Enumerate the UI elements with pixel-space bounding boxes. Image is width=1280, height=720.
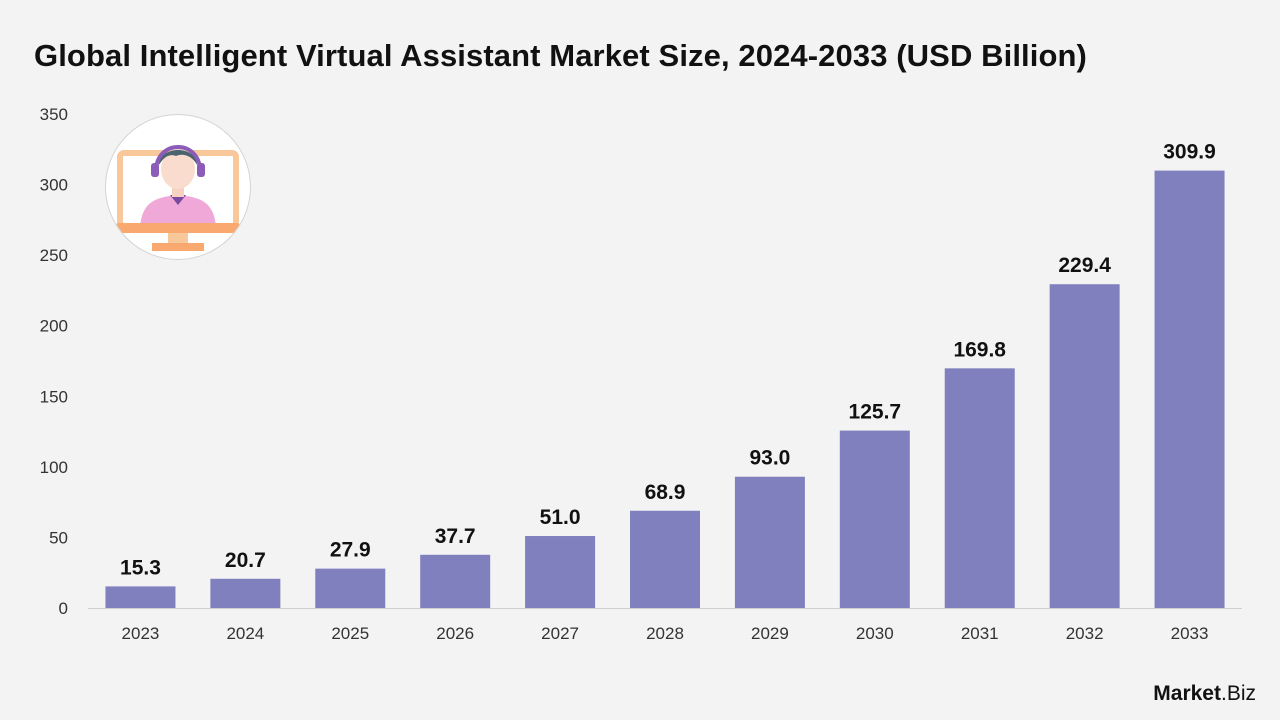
- bar-value-label: 68.9: [645, 481, 686, 504]
- bar-value-label: 51.0: [540, 506, 581, 529]
- bar: [944, 368, 1015, 608]
- bar: [1154, 170, 1225, 609]
- x-tick-label: 2029: [751, 624, 789, 643]
- brand-suffix: .Biz: [1220, 682, 1256, 705]
- brand-logo: Market.Biz: [1153, 682, 1256, 706]
- y-tick-label: 50: [49, 528, 68, 547]
- bar: [420, 554, 491, 608]
- y-tick-label: 250: [40, 246, 68, 265]
- x-tick-label: 2030: [856, 624, 894, 643]
- bar-value-label: 309.9: [1163, 141, 1216, 164]
- chart-title: Global Intelligent Virtual Assistant Mar…: [34, 38, 1087, 73]
- bar: [630, 510, 700, 608]
- bar: [315, 568, 386, 608]
- bar-value-label: 125.7: [849, 401, 902, 424]
- x-tick-label: 2023: [122, 624, 160, 643]
- virtual-assistant-avatar-icon: [105, 114, 251, 260]
- x-tick-label: 2028: [646, 624, 684, 643]
- x-tick-label: 2024: [226, 624, 264, 643]
- bar-value-label: 27.9: [330, 539, 371, 562]
- bar: [105, 586, 176, 608]
- y-tick-label: 100: [40, 458, 68, 477]
- bar-value-label: 229.4: [1058, 254, 1111, 277]
- brand-name: Market: [1153, 682, 1221, 705]
- bar: [210, 578, 281, 608]
- x-tick-label: 2027: [541, 624, 579, 643]
- bar-value-label: 169.8: [953, 338, 1006, 361]
- y-tick-label: 0: [59, 599, 68, 618]
- bar-value-label: 20.7: [225, 549, 266, 572]
- x-tick-label: 2031: [961, 624, 999, 643]
- bar-value-label: 15.3: [120, 556, 161, 579]
- y-tick-label: 200: [40, 317, 68, 336]
- bar-value-label: 37.7: [435, 525, 476, 548]
- bar: [1049, 284, 1120, 608]
- bar-value-label: 93.0: [749, 447, 790, 470]
- x-tick-label: 2033: [1171, 624, 1209, 643]
- bar: [734, 476, 805, 608]
- y-tick-label: 350: [40, 105, 68, 124]
- bar: [525, 536, 596, 608]
- bar: [839, 430, 910, 608]
- y-tick-label: 150: [40, 387, 68, 406]
- y-tick-label: 300: [40, 176, 68, 195]
- x-tick-label: 2026: [436, 624, 474, 643]
- x-tick-label: 2025: [331, 624, 369, 643]
- x-tick-label: 2032: [1066, 624, 1104, 643]
